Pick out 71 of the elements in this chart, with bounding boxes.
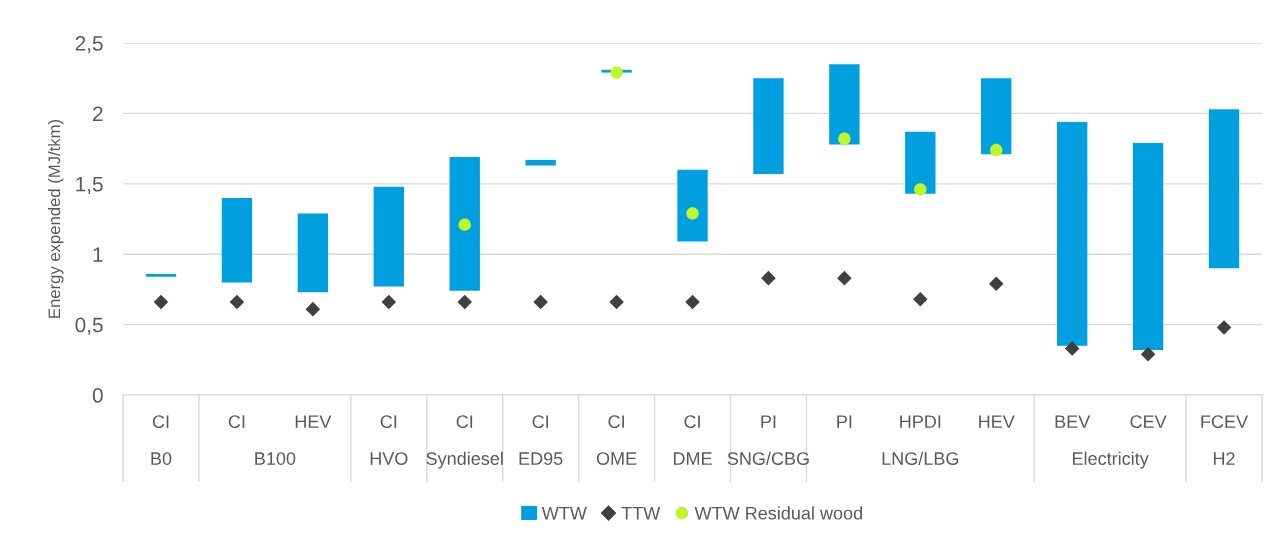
text: H2 — [1213, 452, 1235, 465]
point — [229, 294, 245, 310]
bar — [905, 131, 936, 194]
point — [153, 294, 169, 310]
point — [1140, 346, 1156, 362]
text: OME — [596, 452, 637, 465]
bar — [829, 64, 860, 145]
bar — [525, 159, 556, 166]
point — [1064, 341, 1080, 356]
x-tick-label: CI — [532, 415, 549, 429]
bar — [677, 169, 708, 242]
point — [458, 218, 471, 231]
x-tick-label: CI — [608, 415, 624, 429]
point — [838, 132, 851, 145]
text: ED95 — [519, 452, 563, 465]
x-tick-label: FCEV — [1201, 415, 1249, 429]
x-tick-label: HEV — [979, 415, 1015, 428]
x-tick-label: CI — [228, 415, 245, 429]
bar — [449, 157, 480, 291]
text: SNG/CBG — [727, 451, 809, 465]
point — [457, 294, 473, 310]
x-tick-label: HEV — [295, 415, 332, 428]
text: DME — [673, 452, 712, 465]
x-tick-label: HPDI — [900, 415, 941, 428]
text: B100 — [255, 452, 296, 465]
x-tick-label: PI — [761, 415, 776, 428]
y-tick-label: 1,5 — [76, 177, 103, 195]
point — [685, 294, 700, 310]
legend-label: TTW — [621, 506, 661, 520]
y-tick-label: 1 — [93, 247, 103, 262]
point — [610, 66, 623, 79]
point — [988, 276, 1004, 292]
legend-label: WTW Residual wood — [694, 506, 862, 520]
bar — [1208, 109, 1240, 269]
bar — [981, 78, 1012, 155]
bar — [373, 186, 404, 287]
bar — [297, 213, 329, 293]
point — [990, 143, 1003, 157]
y-tick-label: 0,5 — [75, 317, 103, 335]
x-tick-label: CEV — [1130, 415, 1167, 429]
point — [533, 294, 548, 310]
x-tick-label: CI — [380, 415, 397, 429]
y-tick-label: 2,5 — [75, 36, 103, 54]
point — [913, 291, 928, 307]
point — [381, 294, 397, 310]
point — [305, 301, 321, 317]
y-tick-label: 0 — [92, 388, 103, 403]
point — [686, 207, 699, 220]
x-tick-label: BEV — [1055, 415, 1091, 428]
y-tick-label: 2 — [93, 106, 103, 121]
point — [609, 294, 624, 310]
bar — [753, 78, 784, 174]
point — [837, 270, 852, 286]
text: HVO — [370, 452, 408, 465]
y-axis-title: Energy expended (MJ/tkm) — [47, 120, 64, 318]
x-tick-label: CI — [684, 415, 700, 429]
point — [914, 183, 927, 196]
x-tick-label: PI — [837, 415, 852, 428]
point — [761, 270, 776, 286]
x-tick-label: CI — [152, 415, 169, 429]
text: B0 — [151, 452, 172, 465]
text: Syndiesel — [426, 451, 503, 469]
x-tick-label: CI — [456, 415, 473, 429]
bar — [1132, 143, 1164, 350]
legend-label: WTW — [541, 506, 587, 520]
point — [1216, 320, 1232, 335]
bar — [221, 197, 253, 283]
text: LNG/LBG — [882, 451, 959, 465]
text: Electricity — [1072, 451, 1149, 469]
bar — [1056, 121, 1088, 346]
bar — [145, 273, 177, 277]
